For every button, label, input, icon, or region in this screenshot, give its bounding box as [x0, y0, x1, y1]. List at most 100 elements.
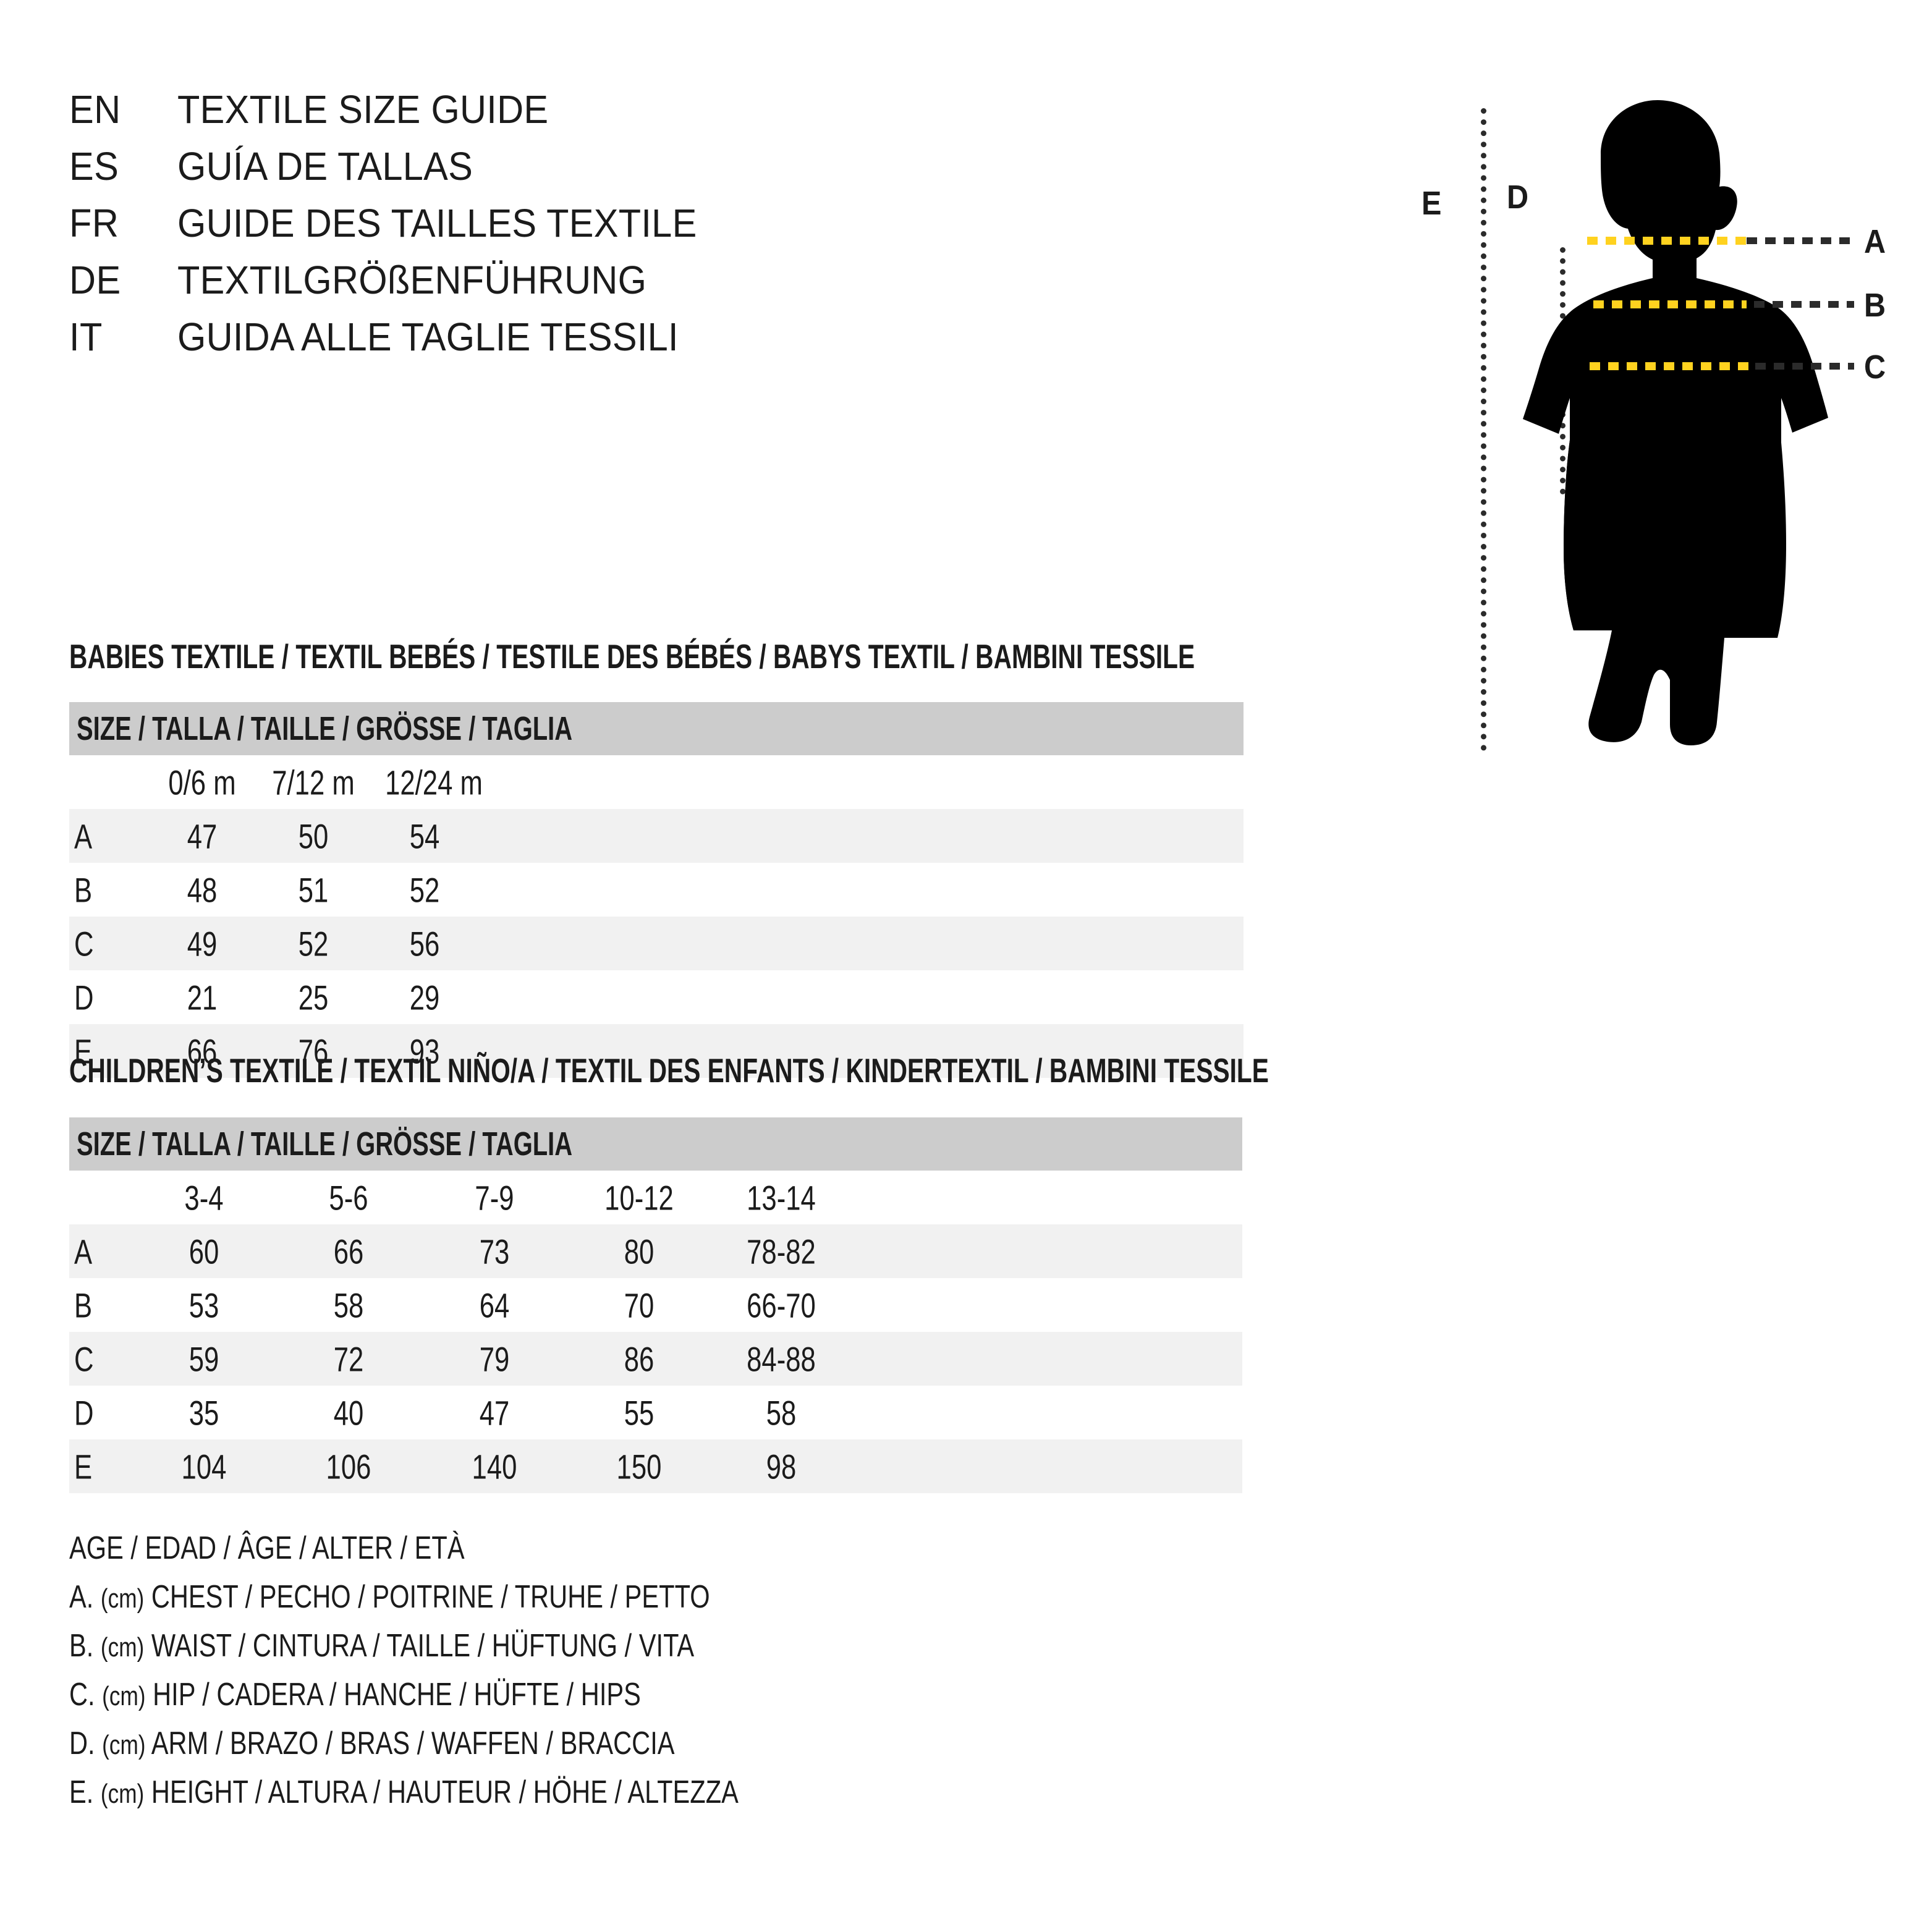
legend-item-d: D. (cm) ARM / BRAZO / BRAS / WAFFEN / BR…: [69, 1719, 739, 1768]
children-cell-a-0: 60: [189, 1232, 219, 1271]
table-row: E 66 76 93: [69, 1024, 1244, 1078]
table-row: B 48 51 52: [69, 863, 1244, 917]
babies-cell-a-1: 50: [298, 816, 329, 855]
language-title-it: GUIDA ALLE TAGLIE TESSILI: [177, 315, 679, 359]
children-cell-a-1: 66: [333, 1232, 364, 1271]
legend-unit-e: (cm): [100, 1779, 145, 1809]
children-cell-c-4: 84-88: [747, 1339, 816, 1378]
legend-unit-c: (cm): [102, 1681, 146, 1711]
legend-key-a: A.: [69, 1579, 94, 1615]
figure-label-a: A: [1864, 223, 1886, 260]
children-row-label-d: D: [74, 1393, 94, 1432]
table-row: A 47 50 54: [69, 809, 1244, 863]
babies-row-label-c: C: [74, 924, 94, 963]
legend-item-c: C. (cm) HIP / CADERA / HANCHE / HÜFTE / …: [69, 1671, 739, 1719]
children-col-3: 10-12: [604, 1178, 674, 1217]
language-row-es: ES GUÍA DE TALLAS: [69, 143, 1058, 200]
babies-cell-c-1: 52: [298, 924, 329, 963]
language-row-it: IT GUIDA ALLE TAGLIE TESSILI: [69, 314, 1058, 371]
children-cell-b-4: 66-70: [747, 1286, 816, 1324]
children-cell-c-3: 86: [624, 1339, 655, 1378]
legend-key-d: D.: [69, 1726, 95, 1761]
children-cell-d-0: 35: [189, 1393, 219, 1432]
children-col-0: 3-4: [184, 1178, 224, 1217]
children-cell-a-4: 78-82: [747, 1232, 816, 1271]
babies-cell-c-2: 56: [409, 924, 440, 963]
children-cell-b-1: 58: [333, 1286, 364, 1324]
language-title-en: TEXTILE SIZE GUIDE: [177, 87, 549, 132]
language-title-fr: GUIDE DES TAILLES TEXTILE: [177, 201, 697, 245]
babies-col-2: 12/24 m: [385, 763, 483, 802]
babies-cell-d-0: 21: [187, 978, 218, 1017]
babies-cell-b-2: 52: [409, 870, 440, 909]
babies-table-header-label: SIZE / TALLA / TAILLE / GRÖSSE / TAGLIA: [77, 710, 573, 747]
legend-unit-a: (cm): [100, 1583, 145, 1614]
children-cell-d-1: 40: [333, 1393, 364, 1432]
legend-unit-d: (cm): [102, 1730, 146, 1760]
children-cell-e-0: 104: [181, 1447, 227, 1486]
waist-leader-line: [1754, 301, 1854, 308]
measure-row-b: [1415, 300, 1928, 309]
children-cell-d-2: 47: [479, 1393, 510, 1432]
babies-size-table: SIZE / TALLA / TAILLE / GRÖSSE / TAGLIA …: [69, 702, 1244, 1078]
children-table-header-bar: SIZE / TALLA / TAILLE / GRÖSSE / TAGLIA: [69, 1117, 1242, 1171]
table-row: B 53 58 64 70 66-70: [69, 1278, 1242, 1332]
hip-leader-line: [1755, 363, 1854, 370]
babies-row-label-e: E: [74, 1032, 93, 1070]
babies-cell-d-2: 29: [409, 978, 440, 1017]
measurement-legend: AGE / EDAD / ÂGE / ALTER / ETÀ A. (cm) C…: [69, 1524, 906, 1817]
table-row: E 104 106 140 150 98: [69, 1439, 1242, 1493]
children-cell-d-3: 55: [624, 1393, 655, 1432]
children-col-4: 13-14: [747, 1178, 816, 1217]
legend-key-e: E.: [69, 1774, 94, 1810]
language-row-de: DE TEXTILGRÖßENFÜHRUNG: [69, 257, 1058, 314]
children-cell-c-0: 59: [189, 1339, 219, 1378]
children-cell-e-1: 106: [326, 1447, 371, 1486]
legend-heading-age: AGE / EDAD / ÂGE / ALTER / ETÀ: [69, 1530, 465, 1566]
children-row-label-a: A: [74, 1232, 93, 1271]
babies-column-header-row: 0/6 m 7/12 m 12/24 m: [69, 755, 1244, 809]
table-row: A 60 66 73 80 78-82: [69, 1224, 1242, 1278]
babies-col-0: 0/6 m: [168, 763, 236, 802]
children-cell-c-2: 79: [479, 1339, 510, 1378]
children-cell-e-3: 150: [616, 1447, 662, 1486]
chest-leader-line: [1747, 237, 1854, 244]
babies-row-label-d: D: [74, 978, 94, 1017]
legend-text-b: WAIST / CINTURA / TAILLE / HÜFTUNG / VIT…: [151, 1628, 695, 1664]
children-col-2: 7-9: [475, 1178, 514, 1217]
babies-cell-a-2: 54: [409, 816, 440, 855]
children-row-label-b: B: [74, 1286, 93, 1324]
hip-measure-line: [1590, 362, 1755, 370]
figure-label-c: C: [1864, 349, 1886, 386]
babies-table-header-bar: SIZE / TALLA / TAILLE / GRÖSSE / TAGLIA: [69, 702, 1244, 755]
legend-text-e: HEIGHT / ALTURA / HAUTEUR / HÖHE / ALTEZ…: [151, 1774, 739, 1810]
children-cell-a-3: 80: [624, 1232, 655, 1271]
children-table-header-label: SIZE / TALLA / TAILLE / GRÖSSE / TAGLIA: [77, 1125, 573, 1163]
legend-item-b: B. (cm) WAIST / CINTURA / TAILLE / HÜFTU…: [69, 1622, 739, 1671]
table-row: C 49 52 56: [69, 917, 1244, 970]
children-size-table: SIZE / TALLA / TAILLE / GRÖSSE / TAGLIA …: [69, 1117, 1242, 1493]
babies-section-title: BABIES TEXTILE / TEXTIL BEBÉS / TESTILE …: [69, 637, 1195, 676]
legend-text-c: HIP / CADERA / HANCHE / HÜFTE / HIPS: [153, 1677, 641, 1713]
body-measurement-diagram: E D A B C: [1415, 74, 1928, 773]
legend-item-e: E. (cm) HEIGHT / ALTURA / HAUTEUR / HÖHE…: [69, 1768, 739, 1817]
children-cell-e-4: 98: [766, 1447, 797, 1486]
legend-unit-b: (cm): [100, 1632, 145, 1663]
measure-row-a: [1415, 237, 1928, 245]
children-cell-b-3: 70: [624, 1286, 655, 1324]
language-row-fr: FR GUIDE DES TAILLES TEXTILE: [69, 200, 1058, 257]
children-cell-b-0: 53: [189, 1286, 219, 1324]
legend-key-c: C.: [69, 1677, 95, 1713]
table-row: C 59 72 79 86 84-88: [69, 1332, 1242, 1386]
babies-cell-c-0: 49: [187, 924, 218, 963]
table-row: D 21 25 29: [69, 970, 1244, 1024]
language-code-de: DE: [69, 258, 121, 302]
table-row: D 35 40 47 55 58: [69, 1386, 1242, 1439]
height-guide-line-e: [1481, 108, 1486, 751]
babies-cell-b-1: 51: [298, 870, 329, 909]
babies-cell-e-0: 66: [187, 1032, 218, 1070]
children-cell-e-2: 140: [472, 1447, 517, 1486]
children-column-header-row: 3-4 5-6 7-9 10-12 13-14: [69, 1171, 1242, 1224]
babies-cell-e-2: 93: [409, 1032, 440, 1070]
language-row-en: EN TEXTILE SIZE GUIDE: [69, 87, 1058, 143]
